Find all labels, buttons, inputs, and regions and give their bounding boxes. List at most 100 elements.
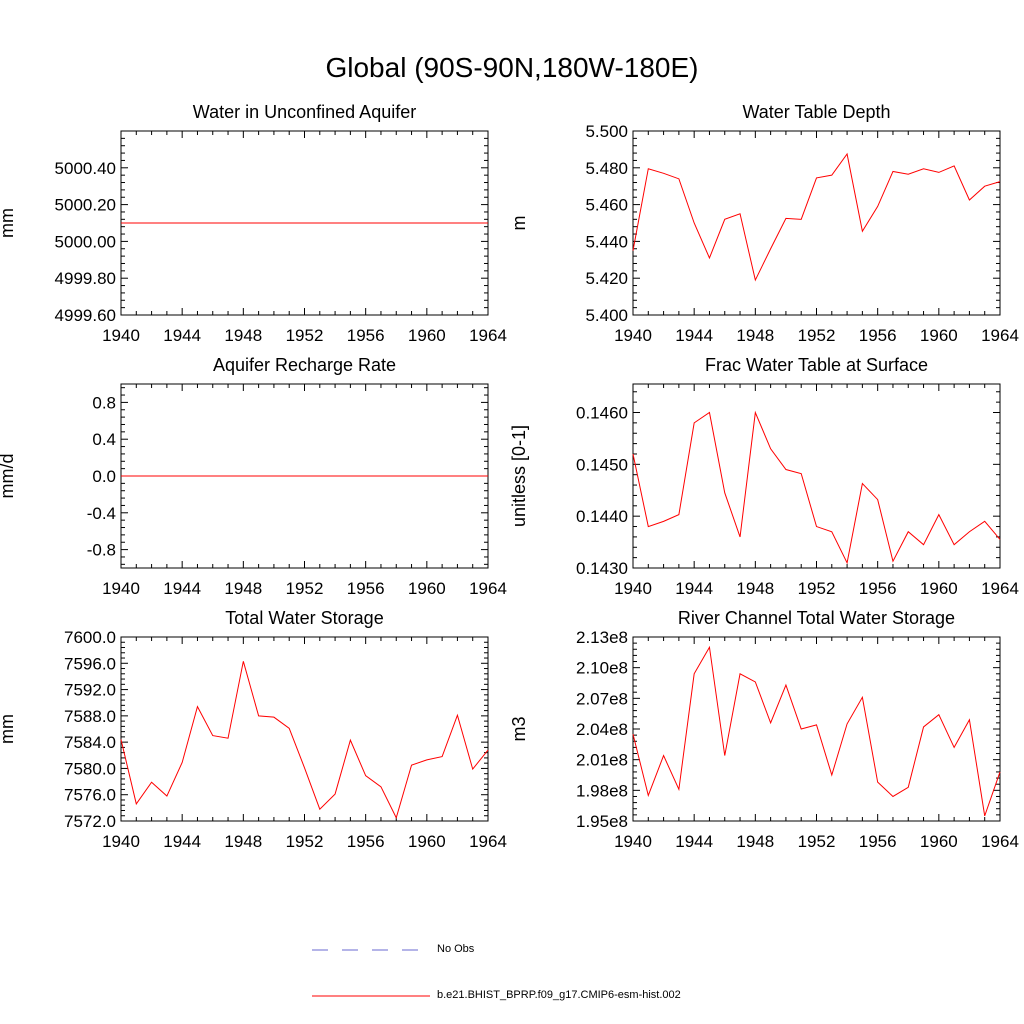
panel-3-xtick-label: 1940 bbox=[102, 579, 140, 598]
panel-5-frame bbox=[120, 636, 489, 822]
panel-1-ylabel: mm bbox=[0, 208, 17, 238]
panel-3-ylabel: mm/d bbox=[0, 454, 17, 499]
panel-1-ytick-label: 4999.80 bbox=[55, 269, 116, 288]
panel-2-xtick-label: 1952 bbox=[798, 326, 836, 345]
panel-5-ytick-label: 7580.0 bbox=[64, 759, 116, 778]
panel-5-ytick-label: 7592.0 bbox=[64, 681, 116, 700]
panel-6-ytick-label: 2.01e8 bbox=[576, 751, 628, 770]
panel-1-xtick-label: 1956 bbox=[347, 326, 385, 345]
legend-obs-label: No Obs bbox=[437, 943, 475, 955]
panel-3-ytick-label: -0.8 bbox=[87, 541, 116, 560]
page-title: Global (90S-90N,180W-180E) bbox=[325, 52, 699, 83]
panel-2-ytick-label: 5.400 bbox=[585, 306, 628, 325]
panel-4-ytick-label: 0.1450 bbox=[576, 455, 628, 474]
panel-3-ytick-label: -0.4 bbox=[87, 504, 116, 523]
panel-6-ytick-label: 2.04e8 bbox=[576, 720, 628, 739]
panel-5-xtick-label: 1964 bbox=[469, 832, 507, 851]
panel-2-xtick-label: 1948 bbox=[736, 326, 774, 345]
panel-6-xtick-label: 1952 bbox=[798, 832, 836, 851]
panel-4-xtick-label: 1964 bbox=[981, 579, 1019, 598]
panel-2-title: Water Table Depth bbox=[742, 102, 890, 122]
panel-3-ytick-label: 0.0 bbox=[92, 467, 116, 486]
legend-obs-line bbox=[312, 949, 420, 951]
panel-6-ytick-label: 2.13e8 bbox=[576, 628, 628, 647]
panel-1-xtick-label: 1952 bbox=[286, 326, 324, 345]
panel-2-xtick-label: 1956 bbox=[859, 326, 897, 345]
panel-3-xtick-label: 1944 bbox=[163, 579, 201, 598]
panel-5-xtick-label: 1948 bbox=[224, 832, 262, 851]
legend-model-line bbox=[312, 995, 430, 997]
panel-6-title: River Channel Total Water Storage bbox=[678, 608, 955, 628]
panel-2-xtick-label: 1944 bbox=[675, 326, 713, 345]
panel-6-ytick-label: 2.10e8 bbox=[576, 659, 628, 678]
panel-5-title: Total Water Storage bbox=[225, 608, 383, 628]
panel-6-ytick-label: 1.95e8 bbox=[576, 812, 628, 831]
panel-1-ytick-label: 5000.00 bbox=[55, 232, 116, 251]
panel-4-ytick-label: 0.1460 bbox=[576, 404, 628, 423]
panel-5-series-line bbox=[120, 661, 489, 820]
panel-3-ytick-label: 0.8 bbox=[92, 393, 116, 412]
panel-4-xtick-label: 1940 bbox=[614, 579, 652, 598]
panel-1-ytick-label: 5000.20 bbox=[55, 196, 116, 215]
panel-4-xtick-label: 1960 bbox=[920, 579, 958, 598]
panel-5-xtick-label: 1944 bbox=[163, 832, 201, 851]
legend-model-label: b.e21.BHIST_BPRP.f09_g17.CMIP6-esm-hist.… bbox=[437, 989, 681, 1001]
panel-2-xtick-label: 1960 bbox=[920, 326, 958, 345]
panel-4-series-line bbox=[632, 410, 1001, 565]
panel-2-ytick-label: 5.480 bbox=[585, 159, 628, 178]
panel-5-xtick-label: 1952 bbox=[286, 832, 324, 851]
panel-3-xtick-label: 1948 bbox=[224, 579, 262, 598]
panel-1-ytick-label: 4999.60 bbox=[55, 306, 116, 325]
panel-2-ytick-label: 5.420 bbox=[585, 269, 628, 288]
panel-6-xtick-label: 1956 bbox=[859, 832, 897, 851]
panel-4-ytick-label: 0.1440 bbox=[576, 507, 628, 526]
panel-2-ylabel: m bbox=[509, 216, 529, 231]
panel-6-ytick-label: 1.98e8 bbox=[576, 781, 628, 800]
panel-3-xtick-label: 1964 bbox=[469, 579, 507, 598]
panel-1-ytick-label: 5000.40 bbox=[55, 159, 116, 178]
panel-2-series-line bbox=[632, 152, 1001, 282]
panel-5-xtick-label: 1940 bbox=[102, 832, 140, 851]
panel-1-xtick-label: 1944 bbox=[163, 326, 201, 345]
panel-2-ytick-label: 5.500 bbox=[585, 122, 628, 141]
panel-5-ytick-label: 7600.0 bbox=[64, 628, 116, 647]
panel-3-xtick-label: 1960 bbox=[408, 579, 446, 598]
panel-5-ylabel: mm bbox=[0, 714, 17, 744]
panel-5-xtick-label: 1960 bbox=[408, 832, 446, 851]
panel-5-xtick-label: 1956 bbox=[347, 832, 385, 851]
panel-2-frame bbox=[632, 130, 1001, 316]
panel-4-ytick-label: 0.1430 bbox=[576, 559, 628, 578]
panel-4-xtick-label: 1952 bbox=[798, 579, 836, 598]
panel-6-xtick-label: 1940 bbox=[614, 832, 652, 851]
panel-6-xtick-label: 1960 bbox=[920, 832, 958, 851]
panel-5-ytick-label: 7584.0 bbox=[64, 733, 116, 752]
panel-6-xtick-label: 1944 bbox=[675, 832, 713, 851]
panel-1-xtick-label: 1948 bbox=[224, 326, 262, 345]
panel-4-xtick-label: 1956 bbox=[859, 579, 897, 598]
panel-3-xtick-label: 1952 bbox=[286, 579, 324, 598]
panel-6-ylabel: m3 bbox=[509, 716, 529, 741]
panel-5-ytick-label: 7588.0 bbox=[64, 707, 116, 726]
panel-3-ytick-label: 0.4 bbox=[92, 430, 116, 449]
panel-2-ytick-label: 5.460 bbox=[585, 196, 628, 215]
panel-3-xtick-label: 1956 bbox=[347, 579, 385, 598]
panel-5-ytick-label: 7572.0 bbox=[64, 812, 116, 831]
panel-1-xtick-label: 1960 bbox=[408, 326, 446, 345]
panel-2-xtick-label: 1964 bbox=[981, 326, 1019, 345]
panel-5-ytick-label: 7596.0 bbox=[64, 654, 116, 673]
panel-3-title: Aquifer Recharge Rate bbox=[213, 355, 396, 375]
panel-6-series-line bbox=[632, 645, 1001, 817]
panel-4-frame bbox=[632, 383, 1001, 569]
panel-1-xtick-label: 1940 bbox=[102, 326, 140, 345]
panel-5-ytick-label: 7576.0 bbox=[64, 786, 116, 805]
panel-4-xtick-label: 1948 bbox=[736, 579, 774, 598]
panel-2-xtick-label: 1940 bbox=[614, 326, 652, 345]
panel-4-title: Frac Water Table at Surface bbox=[705, 355, 928, 375]
panel-1-title: Water in Unconfined Aquifer bbox=[193, 102, 416, 122]
panel-4-ylabel: unitless [0-1] bbox=[509, 425, 529, 527]
panel-6-frame bbox=[632, 636, 1001, 822]
panel-6-ytick-label: 2.07e8 bbox=[576, 689, 628, 708]
panel-4-xtick-label: 1944 bbox=[675, 579, 713, 598]
panel-1-xtick-label: 1964 bbox=[469, 326, 507, 345]
